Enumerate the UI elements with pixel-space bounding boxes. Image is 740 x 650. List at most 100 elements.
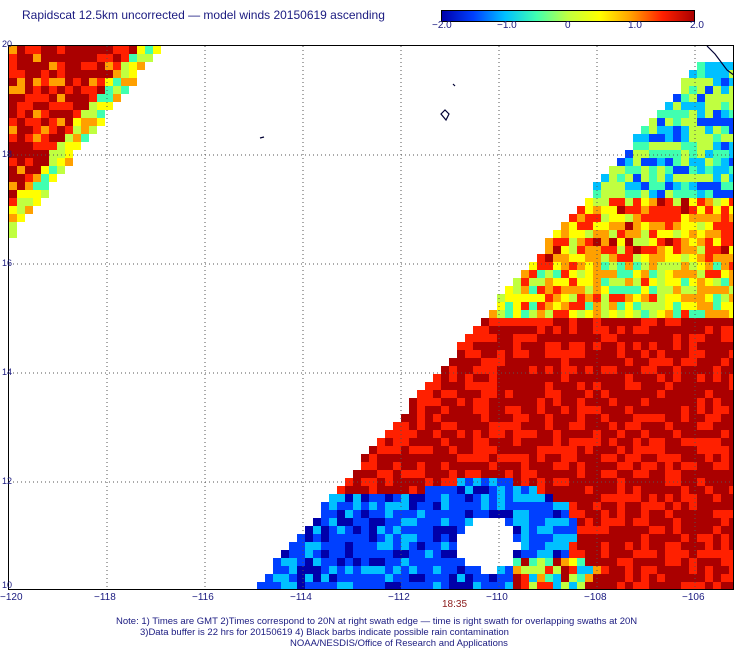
swath-cell [353, 558, 361, 566]
swath-cell [393, 494, 401, 502]
swath-cell [713, 526, 721, 534]
swath-cell [609, 558, 617, 566]
swath-cell [505, 462, 513, 470]
swath-cell [513, 390, 521, 398]
swath-cell [633, 198, 641, 206]
swath-cell [601, 382, 609, 390]
swath-cell [553, 462, 561, 470]
swath-cell [585, 510, 593, 518]
swath-cell [673, 390, 681, 398]
swath-cell [625, 486, 633, 494]
y-tick-20n: 20 [2, 39, 13, 49]
swath-cell [713, 518, 721, 526]
swath-cell [609, 198, 617, 206]
wind-difference-map[interactable] [8, 45, 734, 590]
swath-cell [689, 78, 697, 86]
swath-cell [641, 430, 649, 438]
swath-cell [329, 582, 337, 589]
swath-cell [585, 302, 593, 310]
swath-cell [313, 542, 321, 550]
swath-cell [497, 374, 505, 382]
swath-cell [577, 582, 585, 589]
swath-cell [25, 126, 33, 134]
swath-cell [705, 550, 713, 558]
swath-cell [545, 454, 553, 462]
x-tick-118w: −118 [94, 592, 116, 603]
swath-cell [577, 502, 585, 510]
swath-cell [385, 558, 393, 566]
swath-cell [633, 366, 641, 374]
swath-cell [729, 574, 733, 582]
swath-cell [361, 542, 369, 550]
swath-cell [553, 550, 561, 558]
swath-cell [601, 550, 609, 558]
swath-time-label: 18:35 [442, 599, 468, 610]
swath-cell [601, 438, 609, 446]
swath-cell [433, 558, 441, 566]
swath-cell [545, 574, 553, 582]
swath-cell [521, 518, 529, 526]
swath-cell [721, 174, 729, 182]
swath-cell [401, 534, 409, 542]
swath-cell [585, 286, 593, 294]
swath-cell [689, 566, 697, 574]
swath-cell [713, 542, 721, 550]
swath-cell [681, 150, 689, 158]
swath-cell [601, 302, 609, 310]
swath-cell [721, 518, 729, 526]
swath-cell [697, 94, 705, 102]
swath-cell [441, 486, 449, 494]
swath-cell [657, 366, 665, 374]
swath-cell [9, 102, 17, 110]
swath-cell [713, 470, 721, 478]
swath-cell [529, 270, 537, 278]
swath-cell [617, 446, 625, 454]
swath-cell [409, 526, 417, 534]
swath-cell [57, 86, 65, 94]
swath-cell [577, 462, 585, 470]
swath-cell [25, 182, 33, 190]
swath-cell [545, 358, 553, 366]
swath-cell [649, 334, 657, 342]
swath-cell [321, 518, 329, 526]
swath-cell [585, 558, 593, 566]
swath-cell [609, 438, 617, 446]
swath-cell [41, 174, 49, 182]
swath-cell [601, 198, 609, 206]
swath-cell [649, 550, 657, 558]
swath-cell [529, 494, 537, 502]
swath-cell [329, 566, 337, 574]
swath-cell [129, 46, 137, 54]
swath-cell [585, 294, 593, 302]
swath-cell [25, 118, 33, 126]
swath-cell [553, 566, 561, 574]
swath-cell [633, 390, 641, 398]
swath-cell [601, 222, 609, 230]
swath-cell [457, 406, 465, 414]
swath-cell [617, 374, 625, 382]
swath-cell [649, 318, 657, 326]
swath-cell [457, 558, 465, 566]
swath-cell [337, 566, 345, 574]
swath-cell [433, 374, 441, 382]
swath-cell [681, 222, 689, 230]
swath-cell [457, 510, 465, 518]
swath-cell [577, 326, 585, 334]
swath-cell [577, 294, 585, 302]
swath-cell [689, 574, 697, 582]
swath-cell [641, 558, 649, 566]
swath-cell [561, 526, 569, 534]
swath-cell [681, 366, 689, 374]
swath-cell [665, 414, 673, 422]
swath-cell [657, 534, 665, 542]
swath-cell [641, 494, 649, 502]
swath-cell [449, 486, 457, 494]
swath-cell [641, 438, 649, 446]
swath-cell [537, 542, 545, 550]
swath-cell [513, 326, 521, 334]
swath-cell [393, 566, 401, 574]
swath-cell [433, 574, 441, 582]
swath-cell [73, 118, 81, 126]
swath-cell [641, 502, 649, 510]
swath-cell [49, 110, 57, 118]
